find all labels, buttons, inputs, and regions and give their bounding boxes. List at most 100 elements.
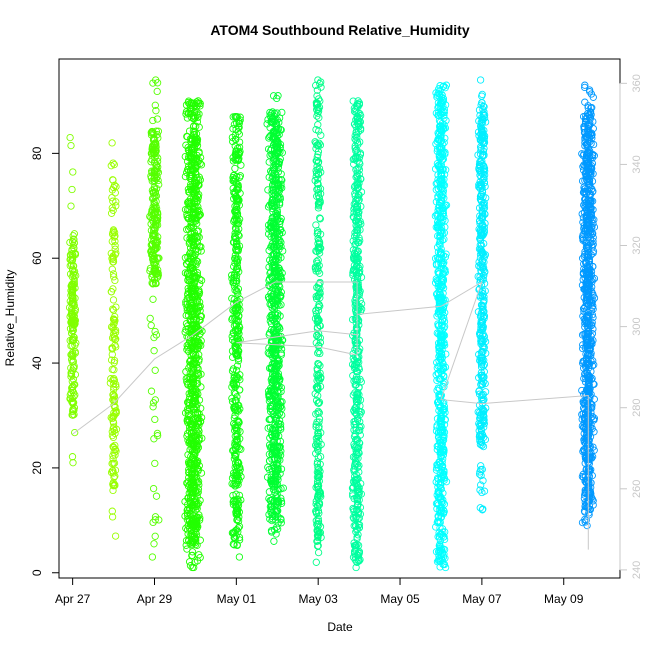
series-4: [228, 113, 245, 561]
point: [108, 431, 117, 440]
point: [108, 193, 116, 202]
point: [314, 548, 323, 557]
point: [67, 202, 75, 210]
point: [232, 426, 241, 434]
point: [233, 352, 242, 360]
point: [69, 232, 77, 240]
series-2: [146, 76, 163, 561]
point: [193, 442, 201, 451]
point: [109, 315, 118, 323]
point: [191, 211, 199, 219]
point: [69, 326, 78, 334]
point: [110, 358, 118, 367]
point: [229, 184, 237, 193]
point: [111, 276, 119, 285]
point: [236, 386, 244, 394]
point: [151, 532, 159, 540]
point: [111, 466, 120, 474]
point: [111, 245, 119, 253]
point: [189, 380, 197, 388]
point: [184, 257, 193, 266]
point: [195, 173, 203, 181]
point: [231, 207, 239, 215]
point: [184, 214, 192, 222]
point: [153, 167, 161, 176]
point: [186, 202, 194, 211]
point: [230, 529, 238, 537]
point: [192, 134, 200, 142]
point: [190, 315, 198, 324]
point: [109, 455, 117, 463]
point: [194, 180, 202, 189]
point: [68, 273, 76, 281]
point: [152, 241, 160, 249]
point: [147, 213, 155, 222]
point: [108, 139, 116, 147]
point: [69, 168, 77, 176]
point: [149, 403, 157, 411]
point: [70, 271, 78, 280]
point: [189, 500, 197, 508]
point: [109, 330, 118, 338]
point: [112, 303, 120, 311]
point: [193, 162, 201, 170]
point: [69, 251, 77, 259]
point: [278, 108, 286, 117]
point: [108, 365, 116, 374]
point: [186, 315, 194, 323]
point: [110, 426, 119, 435]
point: [192, 215, 201, 223]
point: [154, 127, 163, 135]
point: [194, 158, 202, 166]
point: [191, 198, 199, 206]
point: [195, 303, 203, 312]
point: [192, 421, 200, 429]
point: [189, 127, 198, 135]
point: [111, 242, 119, 250]
point: [153, 115, 162, 123]
point: [233, 200, 241, 208]
point: [235, 225, 243, 233]
point: [71, 428, 79, 437]
point: [107, 162, 115, 170]
point: [189, 359, 197, 368]
point: [150, 265, 159, 274]
point: [151, 221, 159, 229]
point: [192, 233, 201, 242]
point: [194, 457, 202, 465]
point: [111, 532, 120, 540]
point: [152, 143, 160, 151]
point: [154, 168, 163, 177]
point: [193, 173, 201, 182]
point: [233, 435, 241, 443]
point: [66, 133, 74, 142]
point: [182, 110, 190, 118]
point: [109, 176, 117, 184]
point: [68, 356, 76, 364]
point: [149, 280, 157, 288]
point: [194, 113, 202, 122]
point: [71, 251, 80, 259]
point: [233, 288, 241, 296]
point: [197, 341, 205, 350]
point: [191, 372, 199, 380]
point: [150, 173, 159, 182]
point: [233, 374, 241, 382]
series-3: [181, 97, 206, 572]
point: [187, 479, 195, 487]
point: [185, 469, 193, 477]
point: [233, 212, 241, 220]
point: [69, 411, 77, 419]
series-1: [106, 139, 121, 540]
point: [232, 445, 240, 454]
point: [194, 465, 203, 474]
point: [232, 225, 240, 233]
point: [110, 411, 119, 419]
point: [150, 158, 159, 166]
point: [149, 295, 157, 303]
point: [69, 357, 78, 366]
point: [184, 494, 192, 502]
point: [150, 246, 159, 254]
point: [147, 387, 156, 395]
point: [231, 251, 240, 259]
